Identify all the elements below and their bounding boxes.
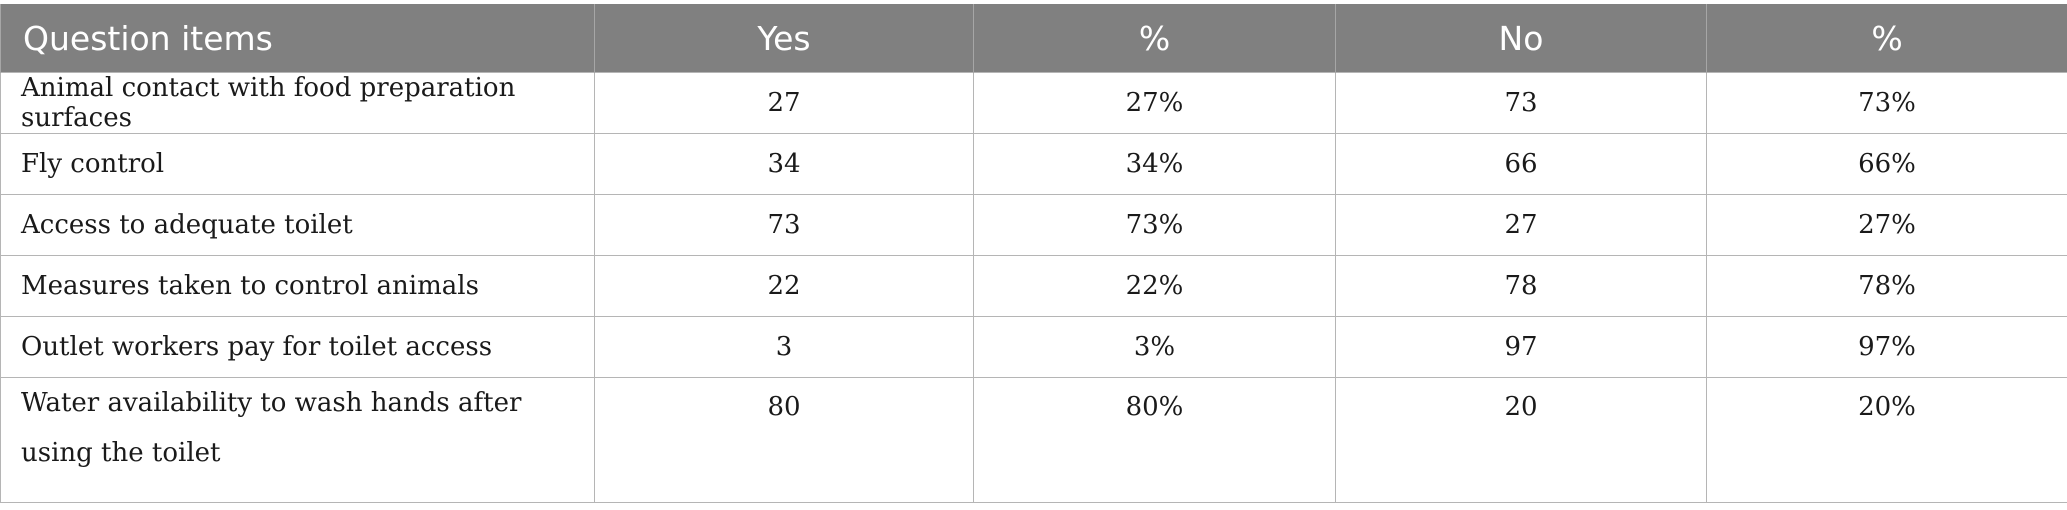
data-table-container: Question items Yes % No % Animal contact… — [0, 4, 2067, 503]
table-row: Measures taken to control animals 22 22%… — [0, 255, 2067, 317]
row-no-percent: 73% — [1706, 72, 2067, 134]
row-item-label: Access to adequate toilet — [0, 194, 595, 256]
row-yes-count: 3 — [594, 316, 974, 378]
row-yes-percent: 80% — [973, 377, 1336, 503]
header-no: No — [1335, 4, 1707, 73]
row-yes-count: 34 — [594, 133, 974, 195]
row-yes-percent: 73% — [973, 194, 1336, 256]
row-no-percent: 97% — [1706, 316, 2067, 378]
row-no-count: 20 — [1335, 377, 1707, 503]
question-items-table: Question items Yes % No % Animal contact… — [0, 4, 2067, 503]
row-yes-count: 22 — [594, 255, 974, 317]
row-no-percent: 78% — [1706, 255, 2067, 317]
row-yes-count: 73 — [594, 194, 974, 256]
table-header-row: Question items Yes % No % — [0, 4, 2067, 73]
row-no-percent: 66% — [1706, 133, 2067, 195]
table-row: Animal contact with food preparation sur… — [0, 72, 2067, 134]
row-yes-percent: 3% — [973, 316, 1336, 378]
row-no-count: 27 — [1335, 194, 1707, 256]
row-no-count: 73 — [1335, 72, 1707, 134]
header-yes: Yes — [594, 4, 974, 73]
header-question-items: Question items — [0, 4, 595, 73]
row-no-percent: 27% — [1706, 194, 2067, 256]
row-item-label: Outlet workers pay for toilet access — [0, 316, 595, 378]
header-yes-percent: % — [973, 4, 1336, 73]
row-item-label: Water availability to wash hands after u… — [0, 377, 595, 503]
row-no-percent: 20% — [1706, 377, 2067, 503]
table-row: Fly control 34 34% 66 66% — [0, 133, 2067, 195]
row-yes-count: 80 — [594, 377, 974, 503]
row-no-count: 78 — [1335, 255, 1707, 317]
row-yes-percent: 27% — [973, 72, 1336, 134]
row-item-label: Measures taken to control animals — [0, 255, 595, 317]
row-yes-percent: 34% — [973, 133, 1336, 195]
row-item-label: Animal contact with food preparation sur… — [0, 72, 595, 134]
header-no-percent: % — [1706, 4, 2067, 73]
row-yes-percent: 22% — [973, 255, 1336, 317]
table-row: Access to adequate toilet 73 73% 27 27% — [0, 194, 2067, 256]
row-item-label: Fly control — [0, 133, 595, 195]
row-no-count: 97 — [1335, 316, 1707, 378]
table-row: Outlet workers pay for toilet access 3 3… — [0, 316, 2067, 378]
row-no-count: 66 — [1335, 133, 1707, 195]
table-row: Water availability to wash hands after u… — [0, 377, 2067, 503]
row-yes-count: 27 — [594, 72, 974, 134]
